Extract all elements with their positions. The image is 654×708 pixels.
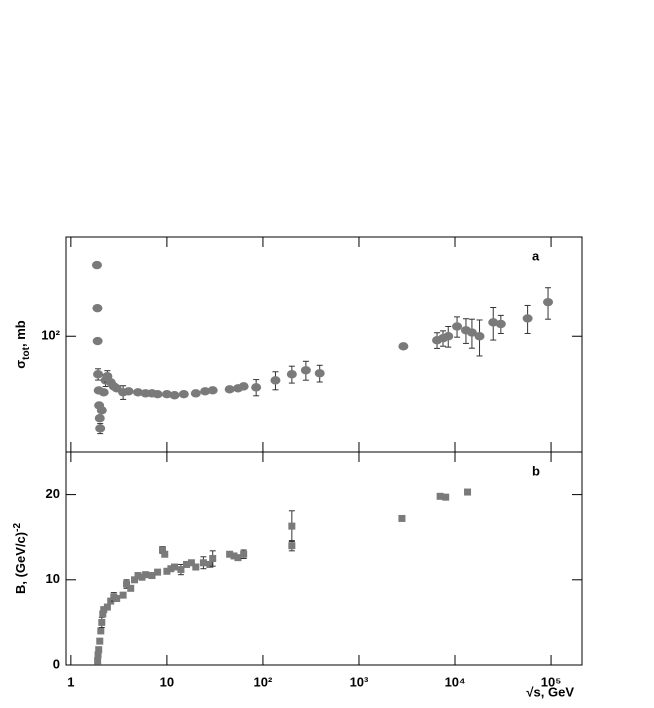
data-point [103,603,111,611]
data-point [96,406,107,415]
data-point [452,322,463,331]
data-point [238,382,249,391]
data-point [119,591,127,599]
x-axis-label: √s, GeV [526,684,574,699]
y-tick-label: 10² [41,328,60,343]
y-axis-label-part: -2 [12,523,23,532]
data-point [488,318,499,327]
y-tick-label: 0 [53,656,60,671]
data-point [169,391,180,400]
data-point [178,390,189,399]
y-axis-label-part: tot [21,346,32,359]
data-point [142,571,150,579]
data-point [95,646,103,654]
data-point [522,314,533,323]
data-point [93,370,104,379]
y-axis-label-part: , mb [13,320,28,347]
data-point [96,637,104,645]
data-point [138,573,146,581]
data-point [113,595,121,603]
x-tick-label: 1 [67,674,74,689]
data-point [240,550,248,558]
panel-label: b [532,463,540,478]
data-point [224,385,235,394]
data-point [466,328,477,337]
data-point [98,388,109,397]
data-point [99,610,107,618]
data-point [300,366,311,375]
data-point [234,554,242,562]
data-point [464,488,472,496]
data-point [94,657,102,665]
y-axis-label-part: σ [13,360,28,369]
data-point [107,597,115,605]
data-point [206,560,214,568]
data-point [183,560,191,568]
data-point [161,550,169,558]
data-point [207,386,218,395]
y-axis-label-part: B, (GeV/c) [13,532,28,594]
data-point [167,565,175,573]
data-point [92,336,103,346]
data-point [159,546,167,554]
data-point [127,584,135,592]
data-point [543,297,554,307]
data-point [123,580,131,588]
data-point [474,332,485,341]
data-point [314,369,325,378]
data-point [177,566,185,574]
data-point [270,376,281,385]
data-point [288,522,296,530]
x-tick-label: 10 [160,674,174,689]
data-point [230,552,238,560]
y-axis-label: σtot, mb [13,320,31,368]
y-tick-label: 10 [46,571,60,586]
data-point [100,606,108,614]
x-tick-label: 10⁴ [445,674,466,689]
data-point [171,563,179,571]
data-point [187,559,195,567]
data-point [94,651,102,659]
data-point [190,389,201,398]
data-point [209,555,217,562]
data-point [92,303,103,313]
data-point [152,390,163,399]
x-tick-label: 10² [254,674,273,689]
panel-label: a [532,248,540,263]
y-tick-label: 20 [46,486,60,501]
data-point [398,514,406,522]
data-point [132,388,143,397]
plot-frame [65,236,583,453]
data-point [131,576,139,584]
data-point [94,414,105,423]
data-point [192,563,200,571]
data-point [436,492,444,500]
x-tick-label: 10⁵ [541,674,562,689]
x-tick-label: 10³ [350,674,369,689]
data-point [98,618,106,626]
data-point [148,572,156,580]
data-point [442,493,450,501]
data-point [97,627,105,635]
data-point [288,542,296,550]
data-point [161,390,172,399]
y-axis-label: B, (GeV/c)-2 [12,523,29,594]
data-point [163,567,171,575]
data-point [398,342,409,351]
data-point [123,387,134,396]
data-point [199,559,207,567]
data-point [495,319,506,329]
data-point [154,568,162,576]
data-point [134,572,142,580]
data-point [95,424,106,433]
plot-frame [65,451,583,666]
data-point [443,332,454,341]
data-point [286,370,297,379]
data-point [226,550,234,558]
data-point [251,383,262,392]
data-point [200,387,211,396]
data-point [91,260,102,270]
